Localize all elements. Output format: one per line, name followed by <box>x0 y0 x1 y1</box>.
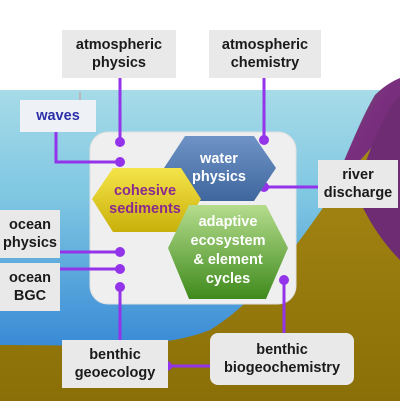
benthic-biogeochemistry-box: benthic biogeochemistry <box>210 333 354 385</box>
adaptive-ecosystem-label: adaptive ecosystem & element cycles <box>190 214 266 287</box>
atmospheric-physics-box: atmospheric physics <box>62 30 176 78</box>
water-physics-hexagon <box>164 136 276 201</box>
river-discharge-box: river discharge <box>318 160 398 208</box>
waves-box: waves <box>20 100 96 132</box>
ocean-bgc-box: ocean BGC <box>0 263 60 311</box>
dot <box>115 247 125 257</box>
sky <box>0 0 400 90</box>
dot <box>279 275 289 285</box>
dot <box>115 157 125 167</box>
benthic-geoecology-box: benthic geoecology <box>62 340 168 388</box>
dot <box>259 135 269 145</box>
cohesive-sediments-hexagon <box>92 168 201 232</box>
dot <box>115 137 125 147</box>
connector-waves <box>54 132 120 164</box>
atmospheric-chemistry-box: atmospheric chemistry <box>209 30 321 78</box>
ocean-physics-box: ocean physics <box>0 210 60 258</box>
cohesive-sediments-label: cohesive sediments <box>109 183 181 217</box>
dot <box>115 264 125 274</box>
dot <box>115 282 125 292</box>
connectors <box>54 78 318 368</box>
seabed <box>0 120 400 401</box>
water-physics-label: water physics <box>192 151 246 185</box>
adaptive-ecosystem-hexagon <box>168 205 288 299</box>
connector-dots <box>115 135 289 371</box>
